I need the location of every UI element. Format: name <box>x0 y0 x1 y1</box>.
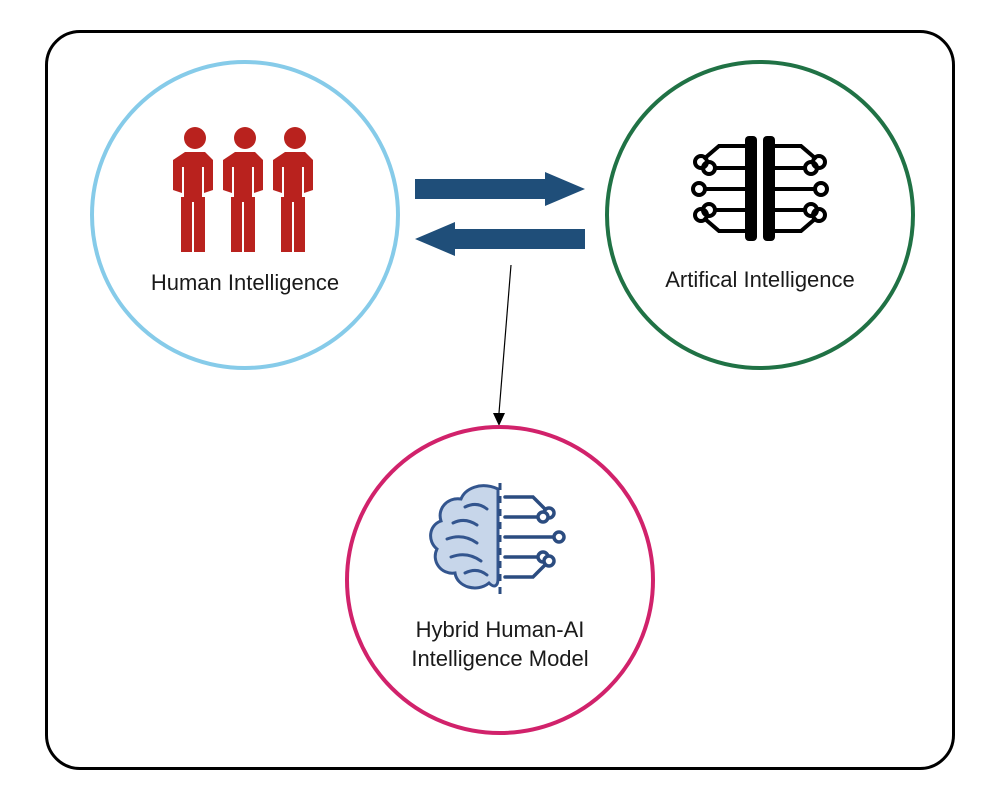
people-icon <box>165 124 325 254</box>
brain-circuit-icon <box>425 479 575 604</box>
hybrid-label-line1: Hybrid Human-AI <box>416 617 585 642</box>
hybrid-intelligence-node: Hybrid Human-AI Intelligence Model <box>345 425 655 735</box>
human-label: Human Intelligence <box>151 269 339 297</box>
hybrid-label-line2: Intelligence Model <box>411 646 588 671</box>
arrow-left <box>415 222 585 256</box>
artificial-intelligence-node: Artifical Intelligence <box>605 60 915 370</box>
ai-label: Artifical Intelligence <box>665 266 855 294</box>
arrow-right <box>415 172 585 206</box>
circuit-icon <box>683 126 838 251</box>
arrow-down-thin <box>490 263 520 428</box>
human-intelligence-node: Human Intelligence <box>90 60 400 370</box>
hybrid-label: Hybrid Human-AI Intelligence Model <box>411 616 588 673</box>
